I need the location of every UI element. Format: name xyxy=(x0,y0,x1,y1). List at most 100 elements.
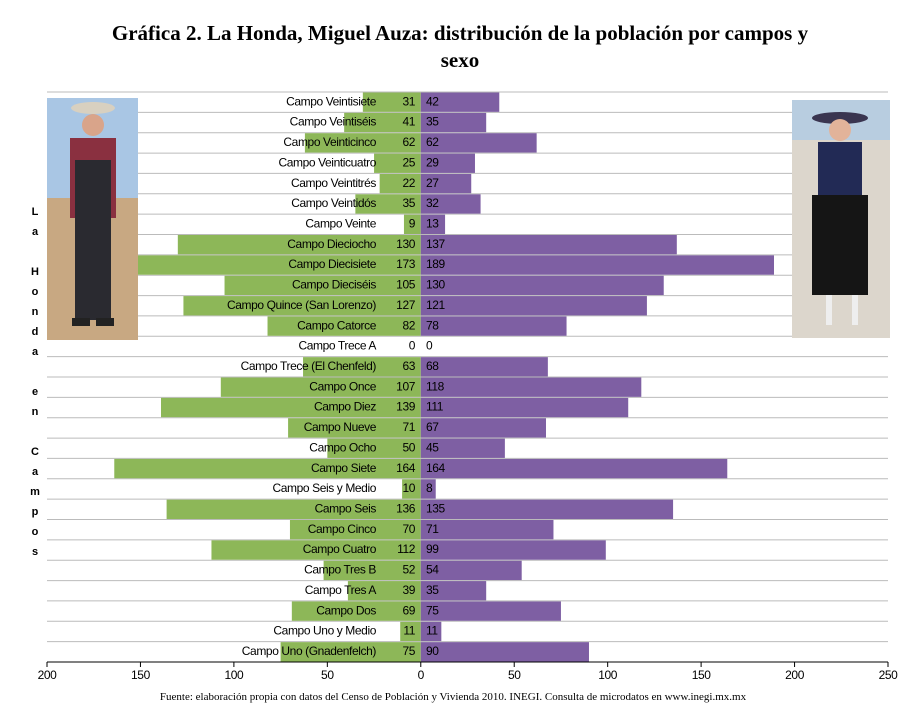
x-tick-label: 200 xyxy=(785,668,805,682)
bars xyxy=(47,92,888,662)
category-label: Campo Ocho xyxy=(309,440,376,454)
value-label: 105 xyxy=(396,278,416,292)
value-label: 75 xyxy=(426,603,439,617)
side-label: La Honda en Campos xyxy=(29,206,41,566)
category-label: Campo Veintiséis xyxy=(290,115,377,129)
value-label: 35 xyxy=(402,196,415,210)
value-label: 111 xyxy=(426,400,444,414)
value-label: 130 xyxy=(396,237,416,251)
bar-right xyxy=(421,398,628,417)
category-label: Campo Veinticuatro xyxy=(278,155,376,169)
value-label: 137 xyxy=(426,237,446,251)
value-label: 112 xyxy=(397,542,416,556)
bar-left xyxy=(167,500,421,519)
value-label: 62 xyxy=(426,135,439,149)
value-label: 13 xyxy=(426,216,439,230)
bar-right xyxy=(421,296,647,315)
value-label: 35 xyxy=(426,583,439,597)
value-label: 71 xyxy=(426,522,439,536)
category-label: Campo Dieciséis xyxy=(292,278,376,292)
chart: Campo Veintisiete3142Campo Veintiséis413… xyxy=(0,0,906,715)
value-label: 78 xyxy=(426,318,439,332)
value-label: 41 xyxy=(402,115,415,129)
x-tick-label: 50 xyxy=(508,668,521,682)
category-label: Campo Uno y Medio xyxy=(273,624,376,638)
value-label: 9 xyxy=(409,216,416,230)
value-label: 35 xyxy=(426,115,439,129)
bar-right xyxy=(421,520,554,539)
value-label: 29 xyxy=(426,155,439,169)
x-tick-label: 150 xyxy=(692,668,712,682)
value-label: 135 xyxy=(426,501,446,515)
bar-right xyxy=(421,418,546,437)
value-label: 82 xyxy=(402,318,415,332)
value-label: 70 xyxy=(402,522,415,536)
value-label: 71 xyxy=(402,420,415,434)
x-tick-label: 100 xyxy=(224,668,244,682)
bar-right xyxy=(421,601,561,620)
value-label: 39 xyxy=(402,583,415,597)
category-label: Campo Uno (Gnadenfelch) xyxy=(242,644,377,658)
bar-right xyxy=(421,540,606,559)
category-label: Campo Once xyxy=(309,379,376,393)
x-tick-label: 0 xyxy=(418,668,425,682)
value-label: 50 xyxy=(402,440,415,454)
x-tick-label: 150 xyxy=(131,668,151,682)
value-label: 139 xyxy=(396,400,416,414)
bar-right xyxy=(421,255,774,274)
category-label: Campo Quince (San Lorenzo) xyxy=(227,298,376,312)
value-label: 189 xyxy=(426,257,446,271)
value-label: 173 xyxy=(396,257,416,271)
bar-right xyxy=(421,357,548,376)
x-tick-label: 250 xyxy=(879,668,899,682)
value-label: 118 xyxy=(426,379,445,393)
value-label: 130 xyxy=(426,278,446,292)
bar-right xyxy=(421,378,642,397)
category-label: Campo Siete xyxy=(311,461,377,475)
category-label: Campo Dos xyxy=(316,603,376,617)
value-label: 99 xyxy=(426,542,439,556)
value-label: 164 xyxy=(426,461,446,475)
category-label: Campo Tres B xyxy=(304,563,376,577)
x-tick-label: 100 xyxy=(598,668,618,682)
chart-title: Gráfica 2. La Honda, Miguel Auza: distri… xyxy=(100,20,820,74)
value-label: 164 xyxy=(396,461,416,475)
value-label: 11 xyxy=(426,624,438,638)
category-label: Campo Cinco xyxy=(308,522,377,536)
value-label: 68 xyxy=(426,359,439,373)
value-label: 62 xyxy=(402,135,415,149)
category-label: Campo Dieciocho xyxy=(287,237,376,251)
category-label: Campo Cuatro xyxy=(303,542,377,556)
x-tick-label: 50 xyxy=(321,668,334,682)
value-label: 54 xyxy=(426,563,439,577)
bar-right xyxy=(421,235,677,254)
bar-right xyxy=(421,276,664,295)
category-label: Campo Nueve xyxy=(304,420,377,434)
category-label: Campo Veintisiete xyxy=(286,94,377,108)
category-label: Campo Trece (El Chenfeld) xyxy=(241,359,377,373)
category-label: Campo Veinte xyxy=(305,216,376,230)
x-tick-label: 200 xyxy=(38,668,58,682)
value-label: 10 xyxy=(402,481,415,495)
source-note: Fuente: elaboración propia con datos del… xyxy=(0,691,906,703)
value-label: 67 xyxy=(426,420,439,434)
value-label: 63 xyxy=(402,359,415,373)
value-label: 11 xyxy=(403,624,415,638)
category-label: Campo Seis y Medio xyxy=(272,481,376,495)
value-label: 27 xyxy=(426,176,439,190)
value-label: 107 xyxy=(396,379,416,393)
value-label: 31 xyxy=(402,94,415,108)
value-label: 0 xyxy=(426,339,433,353)
category-label: Campo Diez xyxy=(314,400,376,414)
value-label: 32 xyxy=(426,196,439,210)
bar-right xyxy=(421,500,673,519)
value-label: 69 xyxy=(402,603,415,617)
category-label: Campo Diecisiete xyxy=(288,257,376,271)
photo-woman xyxy=(792,100,890,338)
bar-right xyxy=(421,316,567,335)
value-label: 75 xyxy=(402,644,415,658)
page: Campo Veintisiete3142Campo Veintiséis413… xyxy=(0,0,906,715)
value-label: 136 xyxy=(396,501,416,515)
value-label: 52 xyxy=(402,563,415,577)
category-label: Campo Trece A xyxy=(298,339,376,353)
